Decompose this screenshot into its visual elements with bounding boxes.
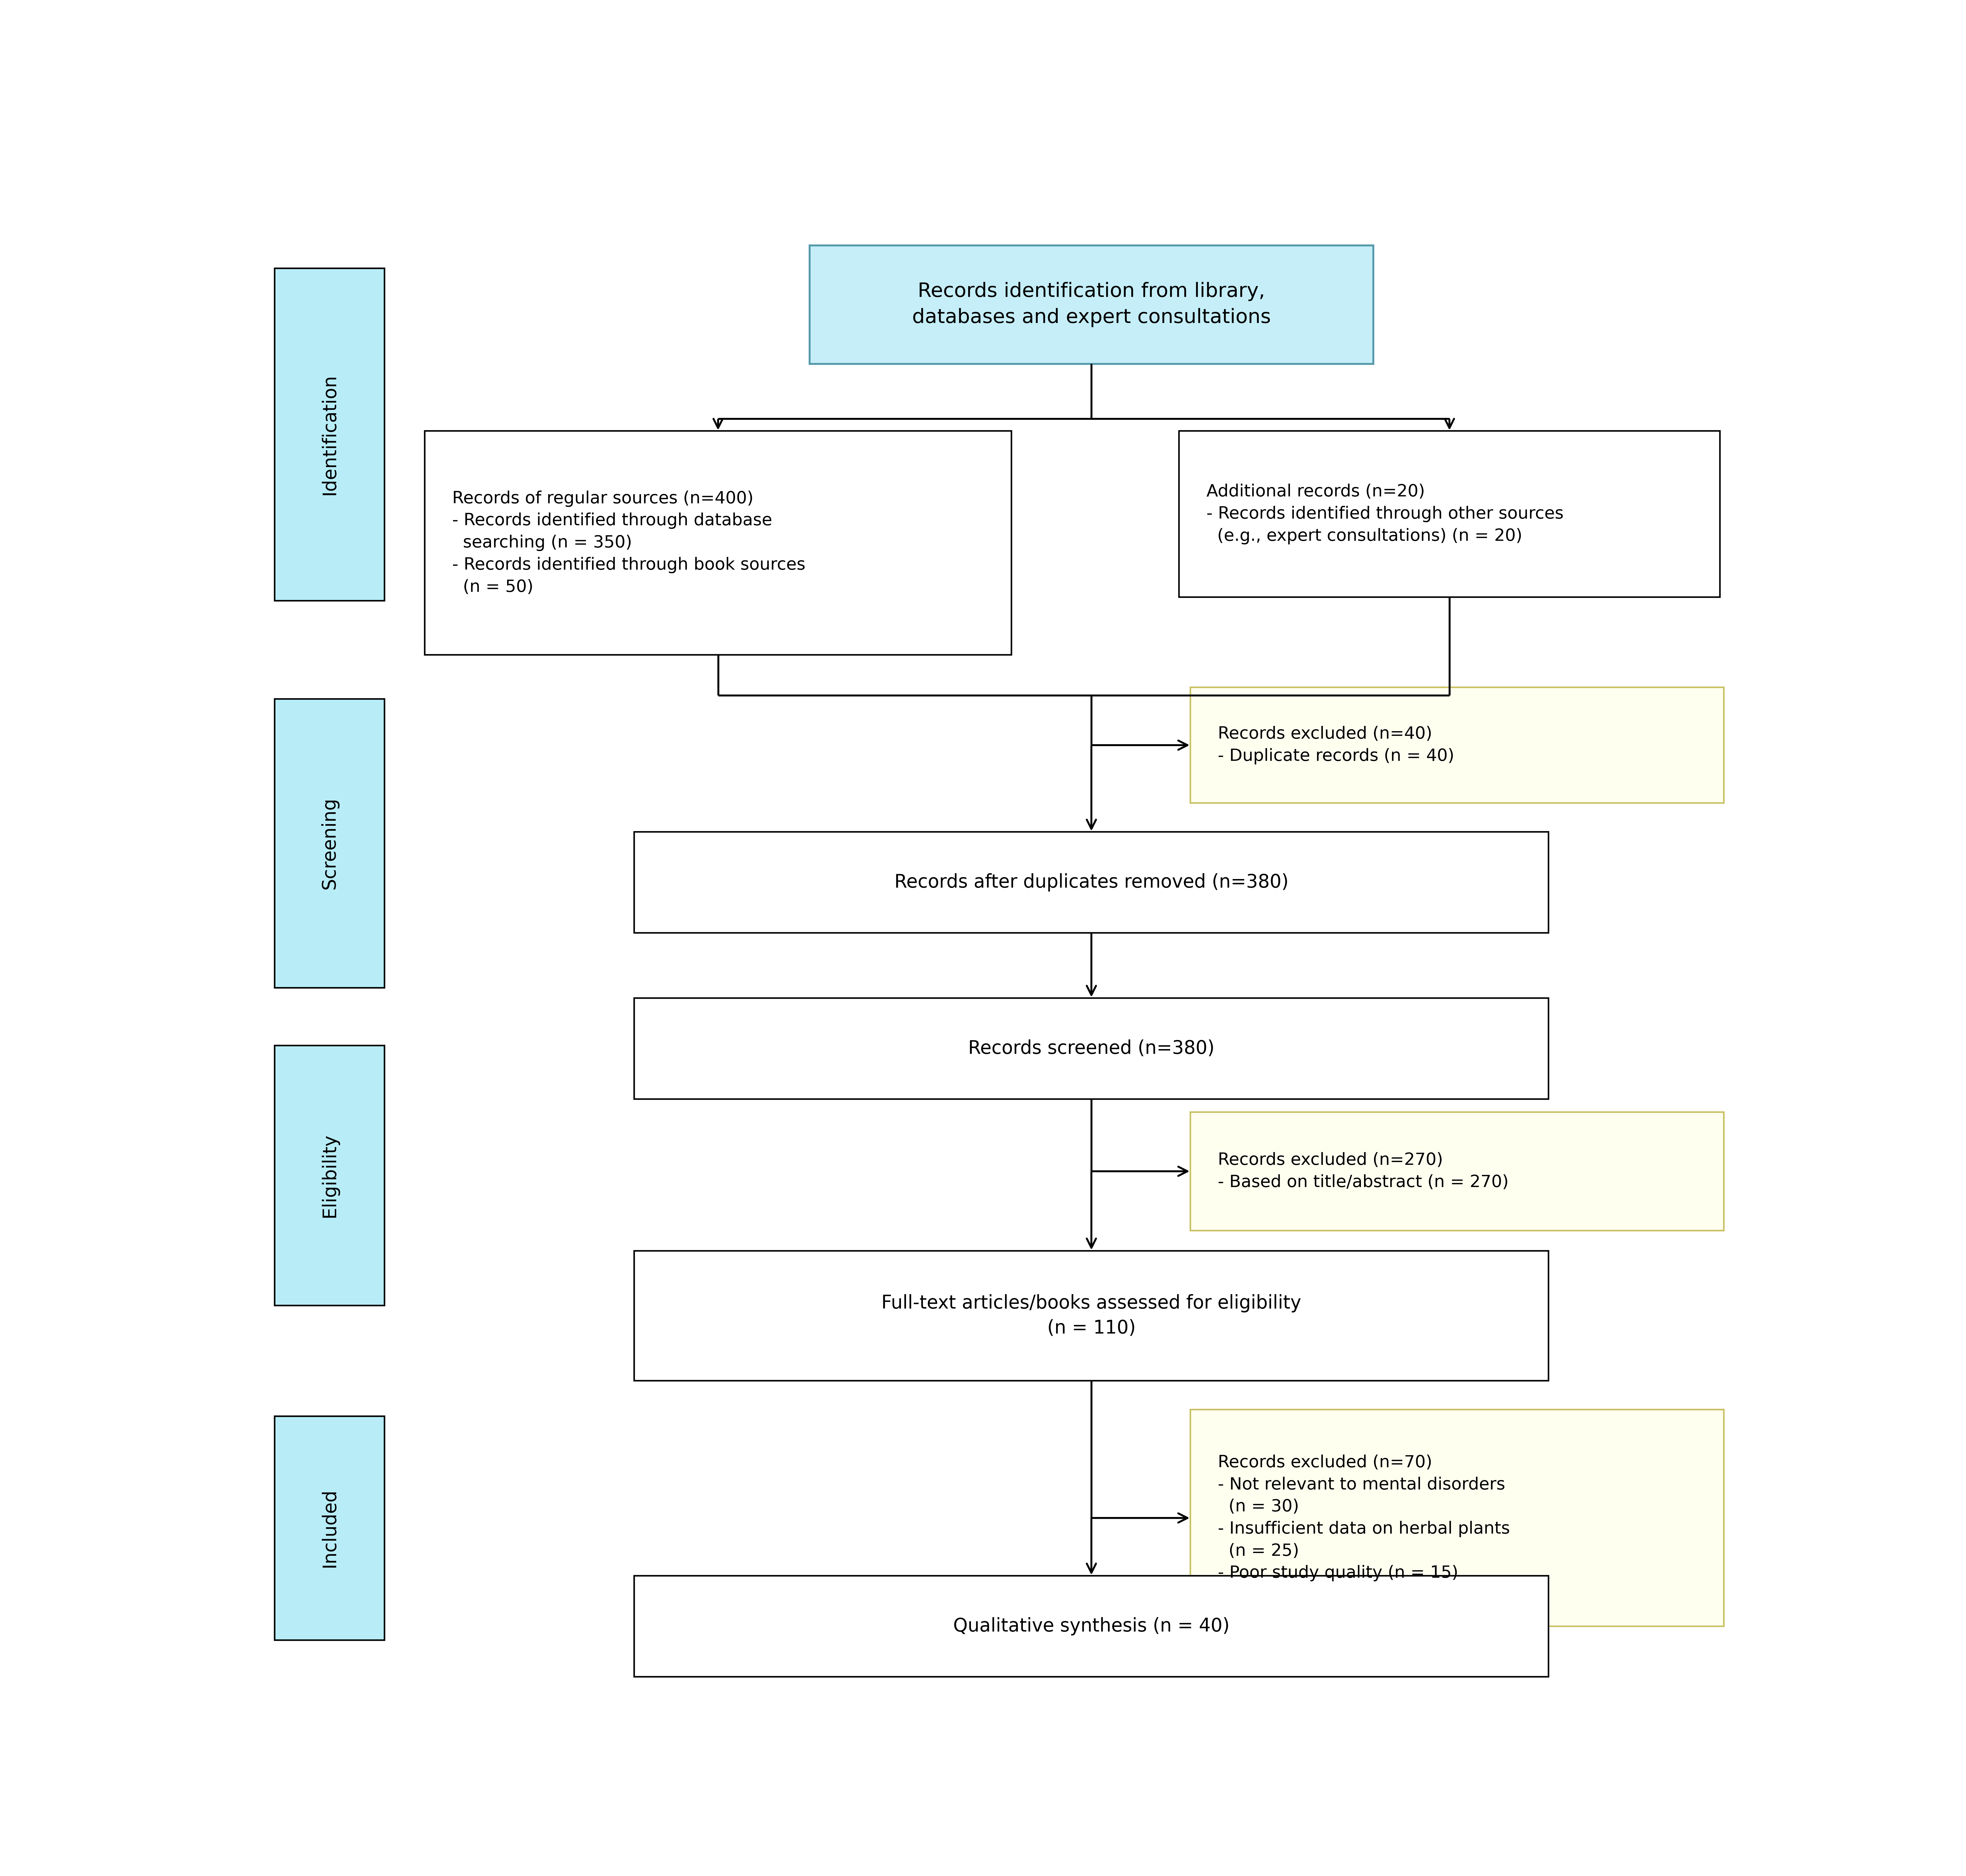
Bar bbox=[810, 246, 1374, 364]
Text: Records excluded (n=70)
- Not relevant to mental disorders
  (n = 30)
- Insuffic: Records excluded (n=70) - Not relevant t… bbox=[1217, 1454, 1510, 1581]
Text: Identification: Identification bbox=[320, 373, 338, 495]
Text: Records screened (n=380): Records screened (n=380) bbox=[967, 1039, 1215, 1058]
Text: Records identification from library,
databases and expert consultations: Records identification from library, dat… bbox=[912, 281, 1270, 326]
Text: Included: Included bbox=[320, 1490, 338, 1568]
Text: Eligibility: Eligibility bbox=[320, 1133, 338, 1218]
Bar bbox=[1191, 1409, 1724, 1626]
Bar bbox=[275, 268, 385, 600]
Text: Records after duplicates removed (n=380): Records after duplicates removed (n=380) bbox=[895, 872, 1288, 891]
Bar bbox=[1180, 431, 1720, 597]
Text: Records of regular sources (n=400)
- Records identified through database
  searc: Records of regular sources (n=400) - Rec… bbox=[452, 490, 806, 595]
Text: Records excluded (n=40)
- Duplicate records (n = 40): Records excluded (n=40) - Duplicate reco… bbox=[1217, 726, 1455, 764]
Text: Full-text articles/books assessed for eligibility
(n = 110): Full-text articles/books assessed for el… bbox=[881, 1294, 1301, 1338]
Text: Qualitative synthesis (n = 40): Qualitative synthesis (n = 40) bbox=[954, 1617, 1229, 1636]
Text: Screening: Screening bbox=[320, 797, 338, 889]
Text: Records excluded (n=270)
- Based on title/abstract (n = 270): Records excluded (n=270) - Based on titl… bbox=[1217, 1152, 1508, 1191]
Bar bbox=[635, 1576, 1549, 1677]
Bar bbox=[425, 431, 1011, 655]
Bar bbox=[1191, 1112, 1724, 1231]
Text: Additional records (n=20)
- Records identified through other sources
  (e.g., ex: Additional records (n=20) - Records iden… bbox=[1207, 484, 1563, 544]
Bar bbox=[635, 831, 1549, 932]
Bar bbox=[275, 1416, 385, 1640]
Bar bbox=[275, 1045, 385, 1306]
Bar bbox=[635, 998, 1549, 1099]
Bar bbox=[275, 700, 385, 989]
Bar bbox=[1191, 687, 1724, 803]
Bar bbox=[635, 1251, 1549, 1381]
